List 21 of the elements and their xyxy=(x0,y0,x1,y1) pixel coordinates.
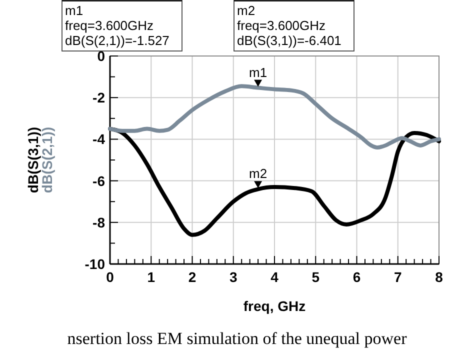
x-tick-label: 7 xyxy=(394,269,402,285)
x-tick-label: 5 xyxy=(312,269,320,285)
x-tick-label: 8 xyxy=(435,269,444,285)
x-tick-label: 2 xyxy=(188,269,196,285)
x-tick-label: 6 xyxy=(352,269,361,285)
text: nsertion loss EM simulation of the unequal power xyxy=(67,329,408,348)
y-tick-label: 0 xyxy=(97,48,106,64)
annotation: m1 xyxy=(249,64,268,80)
x-axis-title: freq, GHz xyxy=(243,298,306,314)
y-tick-label: -10 xyxy=(84,256,106,272)
y-tick-label: -6 xyxy=(92,172,106,189)
x-tick-label: 4 xyxy=(270,269,279,285)
text: dB(S(3,1)) xyxy=(25,126,41,194)
annotation: m2 xyxy=(249,166,268,182)
text: m1 freq=3.600GHz dB(S(2,1))=-1.527 xyxy=(65,3,170,48)
y-tick-label: -4 xyxy=(92,131,106,148)
y-tick-label: -2 xyxy=(92,90,106,106)
y-tick-label: -8 xyxy=(92,214,106,230)
x-tick-label: 3 xyxy=(229,269,238,285)
text: m2 freq=3.600GHz dB(S(3,1))=-6.401 xyxy=(237,3,342,48)
x-tick-label: 1 xyxy=(147,269,156,285)
